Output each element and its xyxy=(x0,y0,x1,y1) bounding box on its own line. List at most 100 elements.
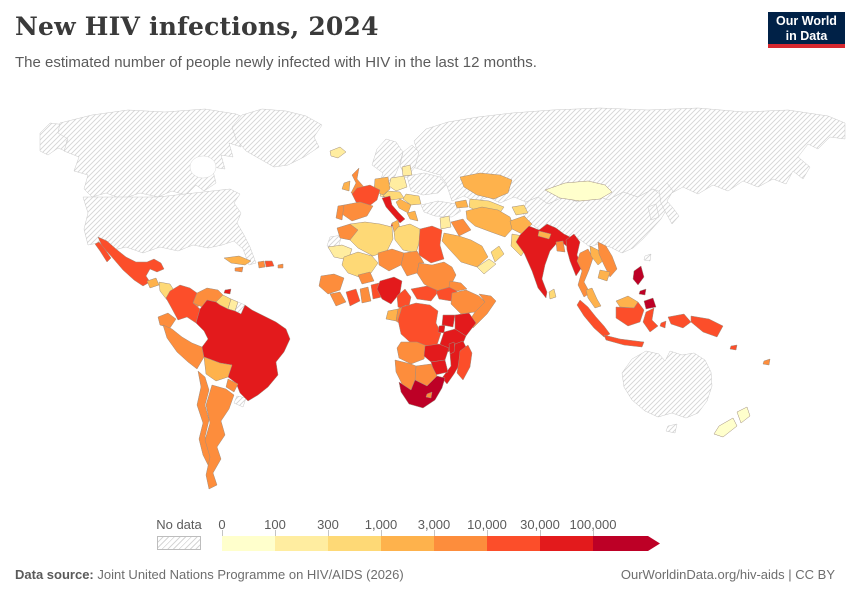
country-libya[interactable] xyxy=(393,223,421,254)
country-iran[interactable] xyxy=(465,206,515,238)
country-poland[interactable] xyxy=(388,175,408,192)
country-philippines-luzon[interactable] xyxy=(632,265,645,286)
country-niger[interactable] xyxy=(377,248,405,272)
country-eritrea[interactable] xyxy=(448,280,468,292)
country-spain[interactable] xyxy=(341,201,374,222)
country-indonesia-java[interactable] xyxy=(603,334,645,348)
owid-logo[interactable]: Our World in Data xyxy=(768,12,845,48)
country-solomon-islands[interactable] xyxy=(729,344,738,351)
country-haiti[interactable] xyxy=(257,260,266,269)
country-mexico[interactable] xyxy=(97,236,165,287)
legend-bin-7[interactable] xyxy=(593,536,660,551)
country-portugal[interactable] xyxy=(335,204,345,221)
country-sudan[interactable] xyxy=(416,261,457,292)
country-central-african-republic[interactable] xyxy=(410,285,440,302)
country-sierra-leone-liberia[interactable] xyxy=(329,291,347,307)
country-sri-lanka[interactable] xyxy=(548,288,557,300)
country-japan[interactable] xyxy=(658,182,680,225)
legend-bin-5[interactable] xyxy=(487,536,540,551)
legend-bin-2[interactable] xyxy=(328,536,381,551)
country-zambia[interactable] xyxy=(423,343,450,363)
country-mongolia[interactable] xyxy=(544,180,613,202)
country-cuba[interactable] xyxy=(223,255,252,266)
country-baltics[interactable] xyxy=(401,164,413,177)
country-turkey[interactable] xyxy=(420,200,462,218)
country-philippines-visayas[interactable] xyxy=(638,288,647,296)
country-nepal[interactable] xyxy=(537,230,552,240)
country-guatemala[interactable] xyxy=(146,277,160,289)
country-brazil[interactable] xyxy=(195,299,291,402)
country-argentina[interactable] xyxy=(204,384,235,490)
country-trinidad-tobago[interactable] xyxy=(223,288,232,295)
country-angola[interactable] xyxy=(396,341,428,365)
country-iraq[interactable] xyxy=(450,218,472,237)
country-oman[interactable] xyxy=(490,245,505,263)
country-tasmania[interactable] xyxy=(665,423,678,434)
country-kenya[interactable] xyxy=(454,312,477,337)
country-ecuador[interactable] xyxy=(157,312,177,329)
country-new-zealand-north[interactable] xyxy=(736,406,751,424)
country-peru[interactable] xyxy=(162,324,205,370)
country-greece[interactable] xyxy=(406,210,419,222)
legend-bin-1[interactable] xyxy=(275,536,328,551)
no-data-swatch[interactable] xyxy=(157,536,201,550)
country-bolivia[interactable] xyxy=(203,356,233,382)
country-greenland[interactable] xyxy=(231,108,323,168)
country-taiwan[interactable] xyxy=(643,253,652,262)
country-mali[interactable] xyxy=(341,251,379,278)
country-ukraine-belarus[interactable] xyxy=(406,172,447,196)
country-cambodia[interactable] xyxy=(597,269,611,282)
country-saudi-arabia[interactable] xyxy=(441,232,489,268)
legend-bin-4[interactable] xyxy=(434,536,487,551)
country-ivory-coast[interactable] xyxy=(345,288,361,307)
country-south-africa[interactable] xyxy=(398,375,446,409)
country-puerto-rico[interactable] xyxy=(277,263,284,269)
country-indonesia-sulawesi[interactable] xyxy=(642,307,659,333)
country-balkans[interactable] xyxy=(395,198,412,214)
country-mexico-baja[interactable] xyxy=(94,241,112,263)
country-philippines-mindanao[interactable] xyxy=(643,297,657,310)
country-yemen[interactable] xyxy=(476,258,497,275)
country-bangladesh[interactable] xyxy=(555,240,566,253)
country-kazakhstan[interactable] xyxy=(459,172,513,200)
country-uruguay[interactable] xyxy=(233,395,247,408)
country-burkina-faso[interactable] xyxy=(357,271,375,285)
country-jamaica[interactable] xyxy=(234,266,244,273)
country-romania[interactable] xyxy=(402,193,422,206)
country-levant[interactable] xyxy=(439,215,452,230)
country-paraguay[interactable] xyxy=(225,378,239,393)
country-egypt[interactable] xyxy=(418,225,445,264)
country-france[interactable] xyxy=(351,184,381,208)
country-canada[interactable] xyxy=(57,108,253,200)
country-ireland[interactable] xyxy=(341,180,351,192)
country-kyrgyzstan[interactable] xyxy=(511,204,529,216)
country-ghana[interactable] xyxy=(359,286,372,304)
country-uganda[interactable] xyxy=(441,314,456,328)
legend-bin-6[interactable] xyxy=(540,536,593,551)
country-italy[interactable] xyxy=(381,195,406,224)
country-madagascar[interactable] xyxy=(456,344,473,381)
country-indonesia-borneo[interactable] xyxy=(615,301,645,327)
country-laos[interactable] xyxy=(589,245,605,266)
country-iceland[interactable] xyxy=(329,146,347,159)
country-indonesia-moluccas[interactable] xyxy=(659,320,667,329)
country-papua-new-guinea[interactable] xyxy=(690,315,724,338)
footer-attribution[interactable]: OurWorldinData.org/hiv-aids | CC BY xyxy=(620,567,835,582)
country-fiji[interactable] xyxy=(762,358,771,366)
country-caucasus[interactable] xyxy=(454,199,469,209)
legend-bin-0[interactable] xyxy=(222,536,275,551)
country-senegal-guinea[interactable] xyxy=(318,273,345,295)
country-korea[interactable] xyxy=(647,203,660,221)
country-dominican-republic[interactable] xyxy=(264,260,275,268)
country-australia[interactable] xyxy=(621,350,713,419)
country-somalia[interactable] xyxy=(470,293,497,329)
country-malaysia-borneo[interactable] xyxy=(615,295,639,309)
country-vietnam[interactable] xyxy=(597,241,618,278)
country-drc[interactable] xyxy=(397,302,442,350)
country-new-zealand-south[interactable] xyxy=(713,417,738,438)
legend-bin-3[interactable] xyxy=(381,536,434,551)
country-nigeria[interactable] xyxy=(376,276,403,305)
country-indonesia-papua[interactable] xyxy=(667,313,692,329)
country-malaysia-peninsula[interactable] xyxy=(585,287,602,309)
country-lesotho[interactable] xyxy=(425,391,433,399)
